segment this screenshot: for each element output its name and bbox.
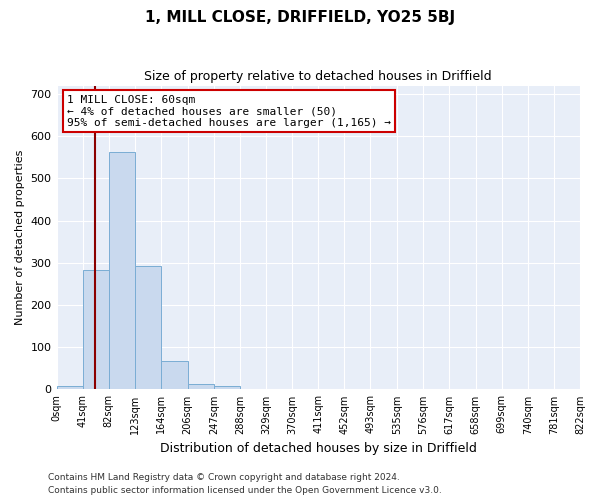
Bar (188, 384, 214, 390)
Bar (135, 266, 161, 390)
Bar (83, 270, 109, 390)
Bar (109, 152, 135, 390)
Text: 1, MILL CLOSE, DRIFFIELD, YO25 5BJ: 1, MILL CLOSE, DRIFFIELD, YO25 5BJ (145, 10, 455, 25)
Text: 1 MILL CLOSE: 60sqm
← 4% of detached houses are smaller (50)
95% of semi-detache: 1 MILL CLOSE: 60sqm ← 4% of detached hou… (67, 94, 391, 128)
X-axis label: Distribution of detached houses by size in Driffield: Distribution of detached houses by size … (160, 442, 477, 455)
Bar (56, 386, 83, 390)
Bar (161, 360, 188, 390)
Text: Contains HM Land Registry data © Crown copyright and database right 2024.
Contai: Contains HM Land Registry data © Crown c… (48, 474, 442, 495)
Y-axis label: Number of detached properties: Number of detached properties (15, 150, 25, 325)
Title: Size of property relative to detached houses in Driffield: Size of property relative to detached ho… (145, 70, 492, 83)
Bar (214, 386, 240, 390)
